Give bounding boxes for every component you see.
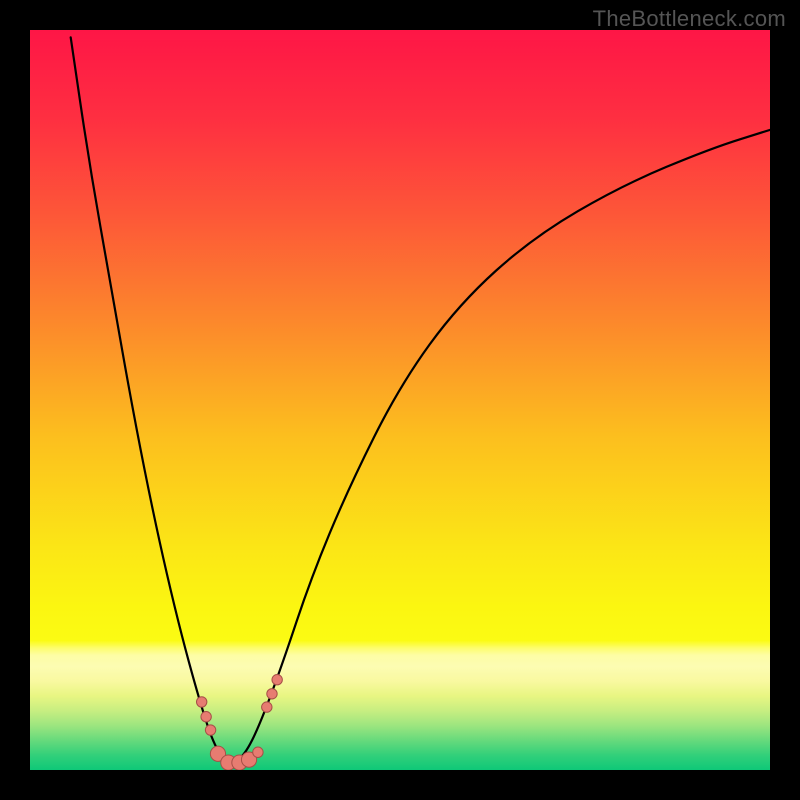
bottleneck-chart <box>30 30 770 770</box>
data-marker <box>201 712 211 722</box>
data-marker <box>267 689 277 699</box>
data-marker <box>196 697 206 707</box>
data-marker <box>272 675 282 685</box>
gradient-background <box>30 30 770 770</box>
data-marker <box>262 702 272 712</box>
data-marker <box>205 725 215 735</box>
watermark-text: TheBottleneck.com <box>593 6 786 32</box>
data-marker <box>253 747 263 757</box>
